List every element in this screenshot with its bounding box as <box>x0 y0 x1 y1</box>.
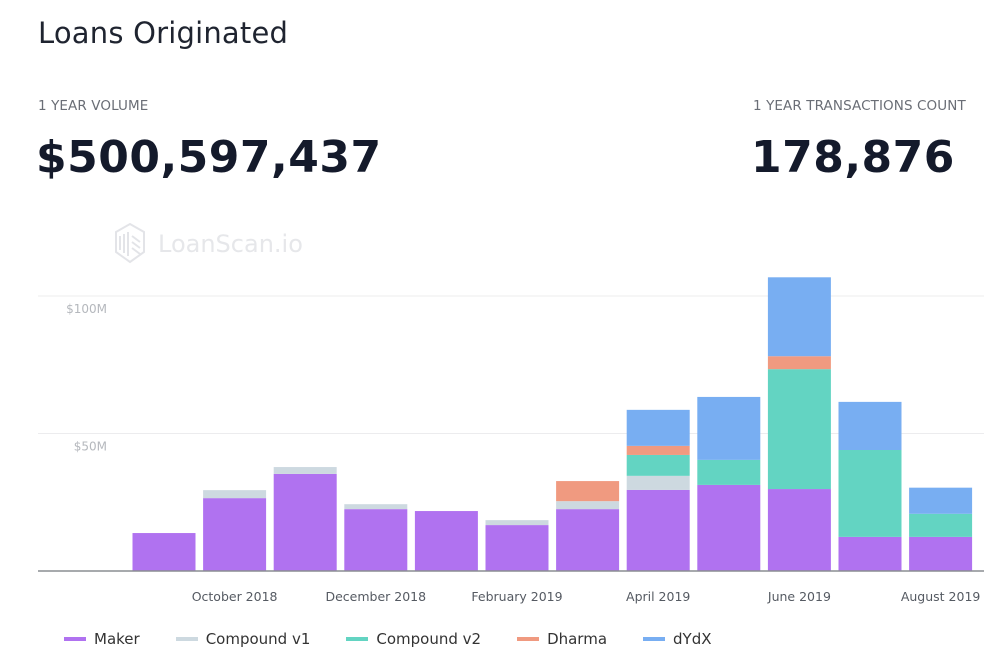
bar-segment-dharma <box>556 481 620 502</box>
bar-segment-compound-v1 <box>344 504 408 510</box>
legend-item[interactable]: Maker <box>64 630 140 648</box>
chart-legend: Maker Compound v1 Compound v2 Dharma dYdX <box>64 630 712 648</box>
transactions-value: 178,876 <box>751 132 955 183</box>
legend-swatch <box>517 637 540 641</box>
bar-segment-dydx <box>767 277 831 357</box>
bar-segment-maker <box>132 533 196 571</box>
watermark-text: LoanScan.io <box>158 230 303 258</box>
x-tick-label: June 2019 <box>767 589 831 604</box>
bar-segment-maker <box>273 473 337 571</box>
legend-item[interactable]: dYdX <box>643 630 712 648</box>
legend-item[interactable]: Compound v2 <box>346 630 481 648</box>
bar-segment-maker <box>344 509 408 571</box>
bar-segment-maker <box>626 489 690 571</box>
bar-segment-dharma <box>767 356 831 370</box>
legend-label: Compound v1 <box>205 630 311 648</box>
bar-segment-dydx <box>838 401 902 450</box>
bar-segment-compound-v2 <box>767 369 831 490</box>
bar-segment-dharma <box>626 445 690 455</box>
legend-label: Maker <box>94 630 140 648</box>
bar-segment-compound-v2 <box>626 454 690 476</box>
transactions-label: 1 YEAR TRANSACTIONS COUNT <box>753 98 966 114</box>
bar-segment-maker <box>909 536 973 571</box>
bar-segment-maker <box>414 511 478 571</box>
legend-label: Dharma <box>547 630 608 648</box>
x-tick-label: August 2019 <box>901 589 981 604</box>
bar-segment-compound-v2 <box>909 513 973 537</box>
bar-segment-compound-v1 <box>203 490 267 499</box>
watermark: LoanScan.io <box>108 222 303 266</box>
x-tick-label: October 2018 <box>192 589 278 604</box>
bar-segment-compound-v1 <box>626 475 690 490</box>
loanscan-logo-icon <box>115 222 145 264</box>
bar-segment-maker <box>767 489 831 571</box>
bar-segment-maker <box>838 536 902 571</box>
legend-item[interactable]: Compound v1 <box>175 630 311 648</box>
y-tick-label: $100M <box>66 302 107 316</box>
legend-swatch <box>346 637 369 641</box>
page-title: Loans Originated <box>38 16 289 50</box>
bar-segment-compound-v1 <box>485 520 549 526</box>
legend-swatch <box>175 637 198 641</box>
legend-swatch <box>64 637 86 641</box>
legend-item[interactable]: Dharma <box>517 630 607 648</box>
bar-segment-maker <box>485 525 549 571</box>
legend-label: Compound v2 <box>376 630 482 648</box>
legend-swatch <box>643 637 666 641</box>
bar-segment-maker <box>203 498 267 571</box>
bar-segment-dydx <box>697 396 761 460</box>
bar-segment-dydx <box>626 409 690 446</box>
y-tick-label: $50M <box>74 440 107 454</box>
x-tick-label: December 2018 <box>325 589 426 604</box>
x-tick-label: February 2019 <box>471 589 562 604</box>
bar-segment-dydx <box>909 487 973 514</box>
bar-segment-compound-v1 <box>556 501 620 510</box>
volume-value: $500,597,437 <box>36 132 382 183</box>
bar-segment-compound-v2 <box>697 459 761 485</box>
volume-label: 1 YEAR VOLUME <box>38 98 149 114</box>
legend-label: dYdX <box>673 630 712 648</box>
bar-segment-compound-v1 <box>273 467 337 474</box>
bar-segment-compound-v2 <box>838 450 902 537</box>
bar-segment-maker <box>697 484 761 571</box>
x-tick-label: April 2019 <box>626 589 690 604</box>
bar-segment-maker <box>556 509 620 571</box>
